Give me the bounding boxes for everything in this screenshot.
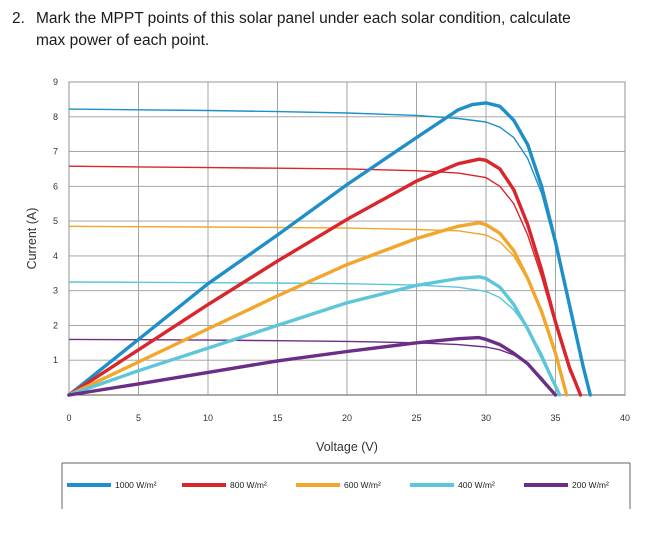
x-tick-label: 30 — [481, 413, 491, 423]
question-line-1: Mark the MPPT points of this solar panel… — [36, 10, 571, 27]
y-tick-label: 8 — [53, 112, 58, 122]
y-axis-label: Current (A) — [25, 208, 39, 270]
question-line-2: max power of each point. — [36, 32, 210, 49]
y-tick-label: 1 — [53, 355, 58, 365]
chart-ticks: 0 5 10 15 20 25 30 35 40 1 2 3 4 5 6 7 8 9 — [53, 77, 630, 423]
power-curve-series-5 — [67, 335, 558, 397]
y-tick-label: 2 — [53, 320, 58, 330]
legend-label: 600 W/m² — [344, 480, 381, 490]
legend-label: 200 W/m² — [572, 480, 609, 490]
y-tick-label: 7 — [53, 147, 58, 157]
legend-label: 800 W/m² — [230, 480, 267, 490]
y-tick-label: 5 — [53, 216, 58, 226]
x-axis-label: Voltage (V) — [316, 440, 378, 454]
x-tick-label: 20 — [342, 413, 352, 423]
x-tick-label: 35 — [550, 413, 560, 423]
x-tick-label: 40 — [620, 413, 630, 423]
power-curves — [67, 101, 592, 397]
x-tick-label: 0 — [66, 413, 71, 423]
y-tick-label: 9 — [53, 77, 58, 87]
question-number: 2. — [12, 10, 25, 27]
y-tick-label: 4 — [53, 251, 58, 261]
power-curve-series-4 — [67, 275, 562, 397]
x-tick-label: 15 — [272, 413, 282, 423]
x-tick-label: 10 — [203, 413, 213, 423]
power-curve-series-1 — [67, 101, 592, 397]
power-curve-series-3 — [67, 221, 569, 397]
legend-label: 400 W/m² — [458, 480, 495, 490]
legend-label: 1000 W/m² — [115, 480, 157, 490]
y-tick-label: 6 — [53, 181, 58, 191]
chart-grid — [68, 81, 626, 396]
power-curve-series-2 — [67, 157, 583, 397]
question-text: 2. Mark the MPPT points of this solar pan… — [12, 8, 648, 52]
x-tick-label: 5 — [136, 413, 141, 423]
chart-legend: 1000 W/m² 800 W/m² 600 W/m² 400 W/m² 200 W/m… — [61, 462, 631, 509]
y-tick-label: 3 — [53, 286, 58, 296]
x-tick-label: 25 — [411, 413, 421, 423]
